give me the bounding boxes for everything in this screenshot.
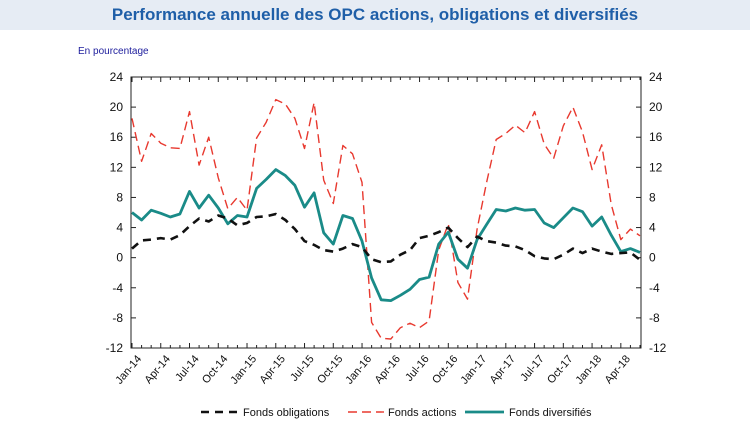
y-axis-right: -12 -8 -4 0 4 8 12 16 20 24 [636, 70, 667, 355]
y-tick-label-right: 0 [649, 251, 656, 265]
x-tick-label: Oct-15 [315, 353, 345, 386]
legend-item-diversifies: Fonds diversifiés [465, 407, 592, 419]
y-tick-label-left: 0 [116, 251, 123, 265]
x-tick-label: Jul-14 [173, 353, 201, 384]
legend-item-obligations: Fonds obligations [201, 407, 330, 419]
y-tick-label-right: 4 [649, 221, 656, 235]
plot-border [130, 76, 642, 349]
unit-label: En pourcentage [78, 46, 149, 57]
legend-label: Fonds obligations [243, 407, 330, 419]
x-tick-label: Oct-17 [545, 353, 575, 386]
series-fonds-actions [131, 98, 641, 340]
y-tick-label-left: 4 [116, 221, 123, 235]
x-tick-label: Jul-16 [403, 353, 431, 384]
page-title: Performance annuelle des OPC actions, ob… [111, 5, 639, 24]
y-tick-label-left: 8 [116, 190, 123, 204]
series-fonds-diversifies [131, 168, 641, 303]
legend-item-actions: Fonds actions [348, 407, 457, 419]
y-tick-label-right: 8 [649, 190, 656, 204]
x-tick-label: Jan-15 [228, 353, 259, 386]
y-tick-label-left: -12 [106, 341, 124, 355]
y-axis-left: -12 -8 -4 0 4 8 12 16 20 24 [106, 70, 136, 355]
y-tick-label-right: 12 [649, 160, 663, 174]
x-tick-label: Jul-17 [518, 353, 546, 384]
x-tick-label: Oct-14 [200, 353, 230, 386]
x-tick-label: Apr-15 [258, 353, 288, 386]
x-tick-label: Jul-15 [288, 353, 316, 384]
x-tick-label: Jan-16 [343, 353, 374, 386]
x-tick-label: Apr-14 [143, 353, 173, 386]
x-tick-label: Apr-18 [603, 353, 633, 386]
legend: Fonds obligations Fonds actions Fonds dive… [201, 407, 592, 419]
y-tick-label-left: 20 [110, 100, 124, 114]
y-tick-label-left: 24 [110, 70, 124, 84]
x-tick-label: Apr-16 [373, 353, 403, 386]
x-tick-label: Oct-16 [430, 353, 460, 386]
legend-label: Fonds actions [388, 407, 457, 419]
x-tick-label: Jan-14 [113, 353, 144, 386]
x-tick-label: Apr-17 [488, 353, 518, 386]
y-tick-label-right: -12 [649, 341, 667, 355]
y-tick-label-left: -4 [112, 281, 123, 295]
y-tick-label-right: 24 [649, 70, 663, 84]
plot-frame [130, 76, 642, 349]
y-tick-label-right: -4 [649, 281, 660, 295]
x-tick-label: Jan-17 [458, 353, 489, 386]
y-tick-label-right: -8 [649, 311, 660, 325]
y-tick-label-right: 16 [649, 130, 663, 144]
series-layer [131, 98, 641, 340]
y-tick-label-left: -8 [112, 311, 123, 325]
y-tick-label-left: 16 [110, 130, 124, 144]
x-tick-label: Jan-18 [573, 353, 604, 386]
title-band [0, 0, 750, 30]
y-tick-label-left: 12 [110, 160, 124, 174]
y-tick-label-right: 20 [649, 100, 663, 114]
series-fonds-obligations [131, 212, 641, 264]
legend-label: Fonds diversifiés [509, 407, 592, 419]
